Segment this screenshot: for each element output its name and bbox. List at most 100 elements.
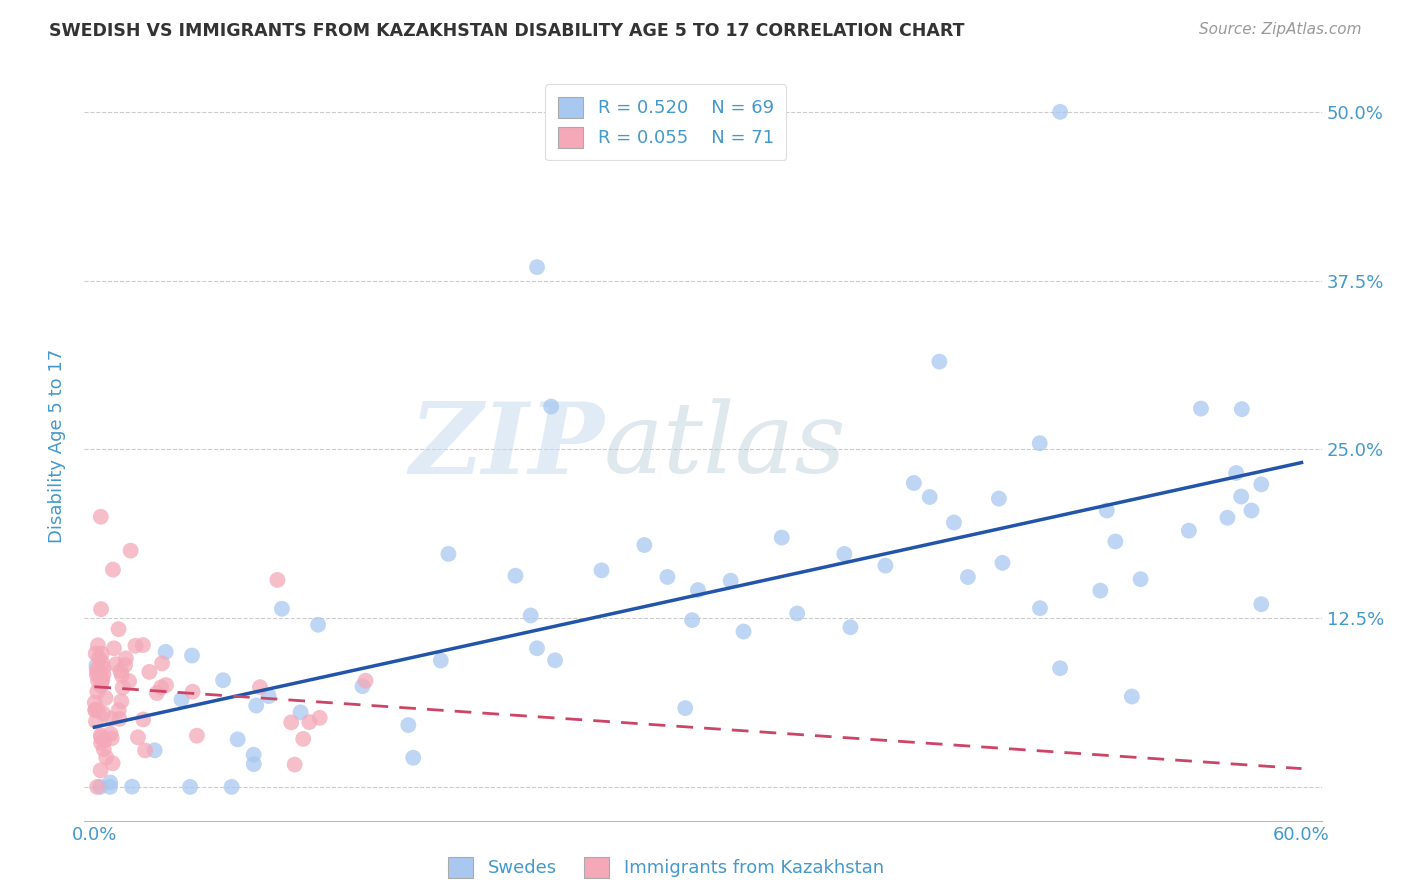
Point [212, 673, 235, 688]
Point [87, 665, 110, 679]
Legend: Swedes, Immigrants from Kazakhstan: Swedes, Immigrants from Kazakhstan [439, 847, 893, 887]
Point [110, 665, 132, 679]
Point [186, 729, 208, 743]
Point [111, 668, 134, 682]
Point [118, 674, 141, 689]
Point [1129, 572, 1152, 586]
Point [127, 731, 149, 745]
Point [928, 354, 950, 368]
Point [93, 667, 115, 681]
Point [1189, 401, 1212, 416]
Point [84, 647, 107, 661]
Point [83, 696, 105, 710]
Point [1250, 477, 1272, 491]
Point [90, 764, 112, 778]
Point [86, 667, 108, 681]
Point [107, 703, 129, 717]
Text: ZIP: ZIP [409, 398, 605, 494]
Point [96, 750, 118, 764]
Point [89, 669, 111, 683]
Point [839, 620, 862, 634]
Point [132, 713, 155, 727]
Point [91, 656, 114, 670]
Point [94, 690, 117, 705]
Point [249, 680, 271, 694]
Point [90, 602, 112, 616]
Point [271, 601, 294, 615]
Point [1230, 402, 1253, 417]
Point [1090, 583, 1112, 598]
Point [84, 703, 107, 717]
Point [105, 657, 128, 672]
Point [875, 558, 897, 573]
Point [526, 641, 548, 656]
Point [93, 733, 115, 747]
Point [396, 718, 419, 732]
Point [108, 712, 131, 726]
Text: Source: ZipAtlas.com: Source: ZipAtlas.com [1198, 22, 1361, 37]
Point [124, 639, 146, 653]
Point [93, 742, 115, 756]
Point [93, 661, 115, 675]
Point [733, 624, 755, 639]
Point [103, 641, 125, 656]
Point [540, 400, 562, 414]
Point [179, 780, 201, 794]
Point [90, 736, 112, 750]
Point [1049, 661, 1071, 675]
Point [1095, 503, 1118, 517]
Text: atlas: atlas [605, 399, 846, 493]
Point [181, 684, 204, 698]
Point [284, 757, 307, 772]
Point [437, 547, 460, 561]
Point [93, 706, 115, 721]
Point [681, 613, 703, 627]
Point [100, 727, 122, 741]
Point [526, 260, 548, 274]
Point [1104, 534, 1126, 549]
Point [1250, 597, 1272, 611]
Point [221, 780, 243, 794]
Point [290, 706, 312, 720]
Point [1049, 104, 1071, 119]
Point [143, 743, 166, 757]
Point [1121, 690, 1143, 704]
Point [86, 663, 108, 677]
Point [226, 732, 249, 747]
Point [90, 728, 112, 742]
Point [100, 712, 122, 726]
Point [292, 731, 315, 746]
Point [242, 747, 264, 762]
Point [298, 715, 321, 730]
Point [402, 750, 425, 764]
Point [266, 573, 288, 587]
Point [115, 651, 138, 665]
Point [257, 689, 280, 703]
Point [107, 622, 129, 636]
Point [146, 686, 169, 700]
Point [132, 638, 155, 652]
Point [87, 638, 110, 652]
Point [181, 648, 204, 663]
Point [903, 475, 925, 490]
Point [90, 674, 112, 689]
Point [991, 556, 1014, 570]
Point [770, 531, 793, 545]
Point [1178, 524, 1201, 538]
Point [942, 516, 965, 530]
Point [633, 538, 655, 552]
Point [591, 563, 613, 577]
Point [245, 698, 267, 713]
Point [686, 583, 709, 598]
Point [720, 574, 742, 588]
Point [987, 491, 1010, 506]
Point [155, 645, 177, 659]
Point [86, 658, 108, 673]
Point [544, 653, 567, 667]
Point [101, 756, 124, 771]
Point [1225, 466, 1247, 480]
Point [114, 658, 136, 673]
Point [956, 570, 979, 584]
Point [98, 775, 121, 789]
Point [150, 657, 173, 671]
